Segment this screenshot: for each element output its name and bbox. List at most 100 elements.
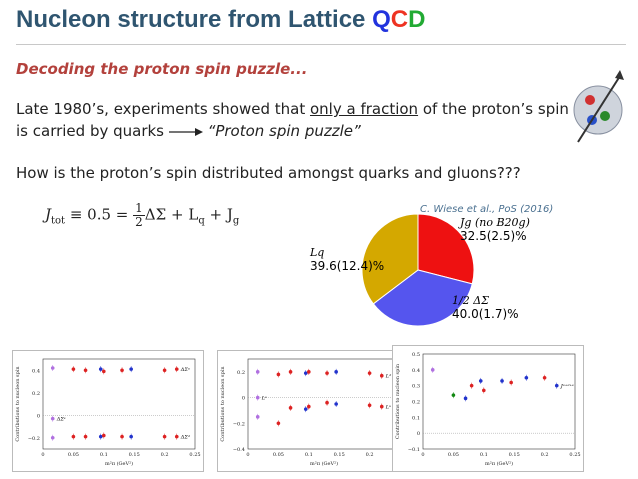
eq-mid: ≡ 0.5 = xyxy=(65,205,134,224)
data-point xyxy=(524,375,529,380)
data-point xyxy=(98,434,103,439)
series-annotation: Lᵈ xyxy=(385,374,391,380)
data-point xyxy=(129,434,133,439)
pie-slice-name: 1/2 ΔΣ xyxy=(452,294,489,307)
data-point xyxy=(463,396,468,401)
title-q: Q xyxy=(372,6,391,33)
data-point xyxy=(307,370,311,374)
series-annotation: Jᵘ⁺ᵈ⁺ˢ xyxy=(560,384,574,390)
data-point xyxy=(303,371,308,375)
pie-slice-value: 39.6(12.4)% xyxy=(310,259,384,273)
x-tick-label: 0.1 xyxy=(305,452,313,458)
data-point xyxy=(334,370,338,374)
x-tick-label: 0.05 xyxy=(273,452,284,458)
l1-post: of the proton’s spin xyxy=(418,100,569,118)
pie-slice-value: 40.0(1.7)% xyxy=(452,307,519,321)
data-point xyxy=(334,402,338,406)
y-tick-label: 0.3 xyxy=(412,384,420,390)
l2-puzzle: “Proton spin puzzle” xyxy=(207,122,361,140)
data-point xyxy=(98,367,103,371)
data-point xyxy=(509,380,513,385)
data-point xyxy=(288,406,293,410)
data-point xyxy=(307,404,311,409)
data-point xyxy=(71,434,76,439)
x-tick-label: 0.15 xyxy=(509,452,520,458)
data-point xyxy=(174,367,179,371)
eq-rhs-sub2: g xyxy=(232,215,240,227)
eq-num: 1 xyxy=(133,201,145,216)
y-tick-label: 0.2 xyxy=(412,400,420,406)
y-tick-label: 0.1 xyxy=(412,415,420,421)
eq-lhs: J xyxy=(45,205,52,224)
paragraph-line-1: Late 1980’s, experiments showed that onl… xyxy=(16,100,569,118)
data-point xyxy=(50,416,55,421)
pie-slice xyxy=(372,269,473,327)
proton-spin-illustration xyxy=(573,70,624,143)
data-point xyxy=(451,393,456,397)
data-point xyxy=(288,370,293,374)
y-tick-label: −0.2 xyxy=(28,436,40,442)
x-tick-label: 0 xyxy=(246,452,249,458)
data-point xyxy=(276,372,281,377)
l1-underlined: only a fraction xyxy=(309,100,419,118)
y-axis-label: Contributions to nucleon spin xyxy=(15,366,21,442)
citation: C. Wiese et al., PoS (2016) xyxy=(420,204,554,215)
data-point xyxy=(102,433,106,438)
series-annotation: Lˢ xyxy=(261,396,267,402)
right-arrow-icon xyxy=(168,127,203,136)
pie-slice xyxy=(361,213,419,305)
paragraph-line-2: is carried by quarks “Proton spin puzzle… xyxy=(16,122,361,140)
y-tick-label: 0.2 xyxy=(237,370,245,376)
title-divider xyxy=(16,44,626,45)
data-point xyxy=(500,379,504,383)
data-point xyxy=(276,421,281,426)
x-tick-label: 0.1 xyxy=(480,452,488,458)
y-axis-label: Contributions to nucleon spin xyxy=(220,366,226,442)
x-axis-label: m²π (GeV²) xyxy=(105,460,133,467)
y-tick-label: 0.4 xyxy=(32,368,40,374)
eq-den: 2 xyxy=(135,215,143,229)
x-tick-label: 0.15 xyxy=(334,452,345,458)
data-point xyxy=(255,370,260,374)
data-point xyxy=(120,434,124,439)
data-point xyxy=(469,383,474,388)
y-tick-label: 0.4 xyxy=(412,368,420,374)
data-point xyxy=(379,373,384,378)
data-point xyxy=(303,407,308,411)
x-axis-label: m²π (GeV²) xyxy=(485,460,513,467)
plot-frame xyxy=(247,358,401,450)
data-point xyxy=(430,368,435,372)
x-tick-label: 0 xyxy=(421,452,424,458)
data-point xyxy=(367,371,372,375)
data-point xyxy=(255,415,260,419)
data-point xyxy=(50,366,55,370)
series-annotation: ΔΣᵈ xyxy=(180,435,190,441)
plot-frame xyxy=(422,353,576,450)
scatter-panel-3: 0 0.05 0.1 0.15 0.2 0.25−0.100.10.20.30.40.5m… xyxy=(392,345,584,472)
pie-slice-value: 32.5(2.5)% xyxy=(460,229,527,243)
x-tick-label: 0.05 xyxy=(448,452,459,458)
y-tick-label: −0.1 xyxy=(408,447,420,453)
pie-slice xyxy=(417,213,475,285)
pie-slice-name: Lq xyxy=(309,246,324,259)
x-tick-label: 0.1 xyxy=(100,452,108,458)
data-point xyxy=(478,379,483,383)
x-tick-label: 0.2 xyxy=(541,452,549,458)
l2-pre: is carried by quarks xyxy=(16,122,169,140)
data-point xyxy=(542,375,547,380)
data-point xyxy=(367,403,372,408)
data-point xyxy=(255,395,260,400)
x-tick-label: 0.25 xyxy=(569,452,580,458)
data-point xyxy=(50,435,55,440)
title-text: Nucleon structure from Lattice xyxy=(16,6,373,33)
l1-pre: Late 1980’s, experiments showed that xyxy=(16,100,310,118)
slide-title: Nucleon structure from Lattice QCD xyxy=(16,6,425,34)
eq-rhs: ΔΣ + L xyxy=(144,205,199,224)
data-point xyxy=(174,434,179,439)
eq-lhs-sub: tot xyxy=(51,215,66,227)
y-tick-label: 0 xyxy=(417,431,420,437)
scatter-panel-1: 0 0.05 0.1 0.15 0.2 0.25 −0.2 0 0.2 0.4 m²π (GeV²)… xyxy=(12,350,204,472)
data-point xyxy=(554,383,559,388)
